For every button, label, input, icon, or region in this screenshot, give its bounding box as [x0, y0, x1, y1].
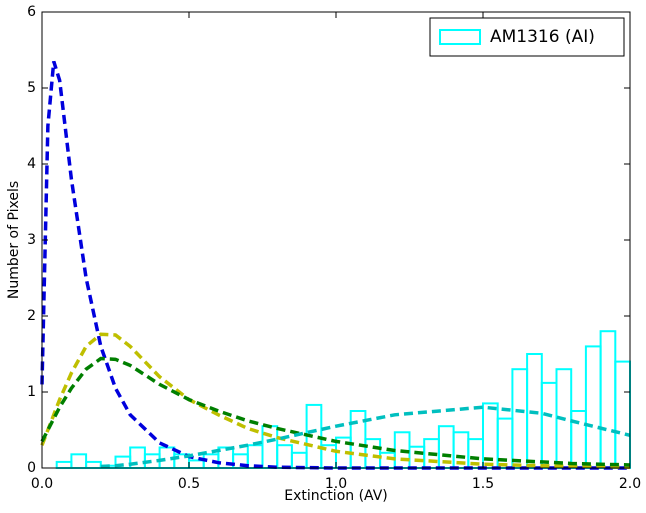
legend-box [429, 17, 625, 57]
x-tick-label: 0.0 [31, 476, 53, 492]
y-tick-label: 2 [27, 308, 36, 324]
histogram-bar [379, 451, 396, 469]
histogram-bar [599, 330, 617, 470]
y-tick-label: 1 [27, 384, 36, 400]
y-tick-label: 6 [27, 4, 36, 20]
histogram-bar [364, 438, 382, 469]
histogram-bar [276, 444, 293, 470]
histogram-bar [188, 459, 205, 469]
histogram-bar [540, 381, 558, 470]
x-tick-label: 2.0 [619, 476, 641, 492]
y-tick-label: 3 [27, 232, 36, 248]
histogram-bar [570, 410, 587, 469]
x-tick-label: 0.5 [178, 476, 200, 492]
legend-swatch [439, 29, 481, 45]
y-tick-label: 0 [27, 460, 36, 476]
x-axis-label: Extinction (AV) [284, 488, 388, 504]
histogram-bar [584, 345, 602, 469]
x-tick-label: 1.0 [325, 476, 347, 492]
histogram-bar [290, 451, 308, 469]
y-tick-label: 5 [27, 80, 36, 96]
histogram-bar [70, 453, 88, 470]
y-axis-label: Number of Pixels [6, 181, 22, 299]
histogram-bar [511, 368, 529, 470]
histogram-bar [614, 360, 631, 470]
histogram-bar [55, 460, 73, 470]
histogram-bar [85, 460, 102, 470]
legend-label: AM1316 (AI) [490, 27, 595, 47]
x-tick-label: 1.5 [472, 476, 494, 492]
fit-curve [40, 356, 631, 467]
y-tick-label: 4 [27, 156, 36, 172]
histogram-bar [408, 445, 426, 470]
fit-curve [100, 405, 631, 469]
